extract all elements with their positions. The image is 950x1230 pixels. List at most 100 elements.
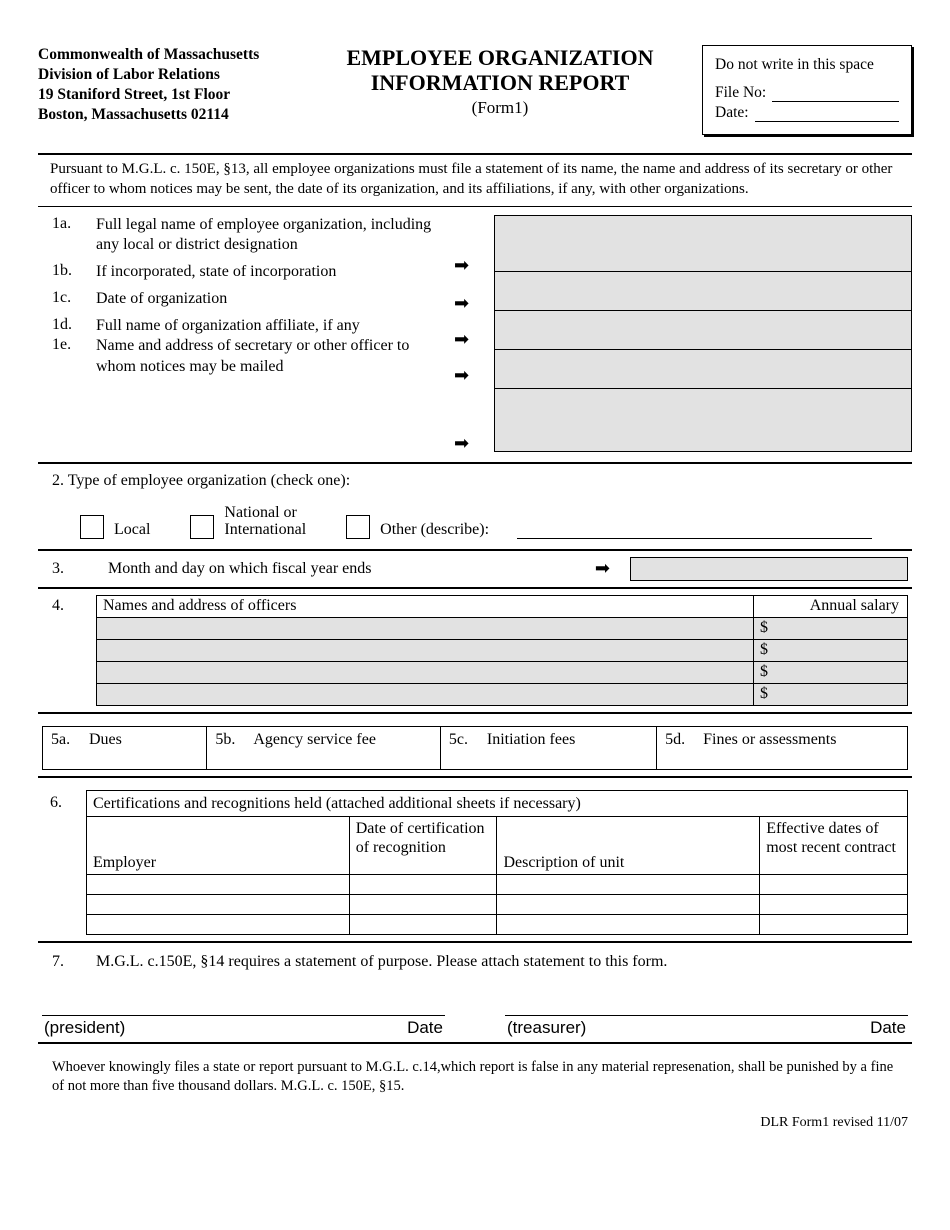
officers-table: Names and address of officers Annual sal… [96,595,908,706]
section-6: 6. Certifications and recognitions held … [38,790,912,935]
signature-line[interactable] [42,1015,445,1016]
section-4: 4. Names and address of officers Annual … [38,589,912,706]
initiation-cell[interactable]: 5c.Initiation fees [440,726,656,769]
file-no-label: File No: [715,84,766,102]
officer-name-field[interactable] [97,661,754,683]
item-text: If incorporated, state of incorporation [96,262,442,283]
checkbox-local[interactable] [80,515,104,539]
item-num: 7. [52,953,96,971]
item-text: Name and address of secretary or other o… [96,336,442,378]
signature-line[interactable] [505,1015,908,1016]
input-1e[interactable] [495,389,911,451]
item-text: Dues [89,731,122,748]
arrow-right-icon: ➡ [595,558,610,579]
fine-print: Whoever knowingly files a state or repor… [38,1044,912,1097]
section-1-fields [494,215,912,452]
item-text: Agency service fee [253,731,376,748]
fines-cell[interactable]: 5d.Fines or assessments [657,726,908,769]
officer-name-field[interactable] [97,639,754,661]
officer-salary-field[interactable]: $ [754,639,908,661]
org-line: Division of Labor Relations [38,65,298,85]
page: Commonwealth of Massachusetts Division o… [0,0,950,1161]
section-1: 1a. Full legal name of employee organiza… [38,207,912,454]
col-header: Employer [87,816,350,874]
item-text: Full name of organization affiliate, if … [96,316,442,337]
item-num: 1b. [52,262,96,283]
item-text: Date of organization [96,289,442,310]
file-no-box: Do not write in this space File No: Date… [702,45,912,135]
item-text: Month and day on which fiscal year ends [108,560,583,578]
section-1-labels: 1a. Full legal name of employee organiza… [52,215,442,452]
sig-role-label: (treasurer) [507,1018,586,1038]
checkbox-row: Local National or International Other (d… [52,504,912,539]
treasurer-signature: (treasurer) Date [505,1015,908,1038]
arrow-right-icon: ➡ [454,365,469,386]
agency-fee-cell[interactable]: 5b.Agency service fee [207,726,441,769]
no-write-label: Do not write in this space [715,56,899,74]
item-num: 4. [52,595,96,706]
label-line: International [224,521,306,538]
item-text: Initiation fees [487,731,575,748]
dues-cell[interactable]: 5a.Dues [43,726,207,769]
divider [38,776,912,778]
title-line: EMPLOYEE ORGANIZATION [298,45,702,70]
agency-address: Commonwealth of Massachusetts Division o… [38,45,298,126]
signature-row: (president) Date (treasurer) Date [38,1015,912,1038]
checkbox-national[interactable] [190,515,214,539]
section-2-title: 2. Type of employee organization (check … [52,472,912,490]
cert-cell[interactable] [760,874,908,894]
cert-cell[interactable] [497,894,760,914]
officer-salary-field[interactable]: $ [754,661,908,683]
col-header: Names and address of officers [97,595,754,617]
section-5: 5a.Dues 5b.Agency service fee 5c.Initiat… [38,726,912,770]
input-1c[interactable] [495,311,911,350]
officer-salary-field[interactable]: $ [754,683,908,705]
item-num: 5d. [665,731,703,749]
arrow-right-icon: ➡ [454,255,469,276]
item-num: 3. [52,560,96,578]
sig-role-label: (president) [44,1018,125,1038]
input-1b[interactable] [495,272,911,311]
item-text: Fines or assessments [703,731,836,748]
cert-cell[interactable] [349,894,497,914]
cert-cell[interactable] [497,914,760,934]
cert-cell[interactable] [349,874,497,894]
fees-table: 5a.Dues 5b.Agency service fee 5c.Initiat… [42,726,908,770]
file-date-field[interactable] [755,108,899,122]
title-line: INFORMATION REPORT [298,70,702,95]
cert-cell[interactable] [760,914,908,934]
org-line: 19 Staniford Street, 1st Floor [38,85,298,105]
col-header: Date of certification of recognition [349,816,497,874]
cert-cell[interactable] [497,874,760,894]
officer-name-field[interactable] [97,683,754,705]
item-num: 6. [42,790,86,935]
arrow-right-icon: ➡ [454,433,469,454]
item-num: 1e. [52,336,96,378]
item-num: 5a. [51,731,89,749]
file-no-field[interactable] [772,88,899,102]
cert-cell[interactable] [349,914,497,934]
file-date-label: Date: [715,104,749,122]
president-signature: (president) Date [42,1015,445,1038]
section-6-title: Certifications and recognitions held (at… [87,790,908,816]
checkbox-other[interactable] [346,515,370,539]
cert-cell[interactable] [87,914,350,934]
col-header: Annual salary [754,595,908,617]
cert-cell[interactable] [87,894,350,914]
item-num: 5b. [215,731,253,749]
officer-salary-field[interactable]: $ [754,617,908,639]
input-1d[interactable] [495,350,911,389]
other-describe-field[interactable] [517,525,872,539]
file-date-row: Date: [715,104,899,122]
arrow-right-icon: ➡ [454,329,469,350]
input-1a[interactable] [495,216,911,272]
cert-cell[interactable] [87,874,350,894]
fiscal-year-field[interactable] [630,557,908,581]
cert-cell[interactable] [760,894,908,914]
section-7: 7. M.G.L. c.150E, §14 requires a stateme… [38,943,912,971]
sig-date-label: Date [407,1018,443,1038]
form-title: EMPLOYEE ORGANIZATION INFORMATION REPORT… [298,45,702,118]
officer-name-field[interactable] [97,617,754,639]
arrow-column: ➡ ➡ ➡ ➡ ➡ [454,215,482,452]
title-sub: (Form1) [298,98,702,118]
